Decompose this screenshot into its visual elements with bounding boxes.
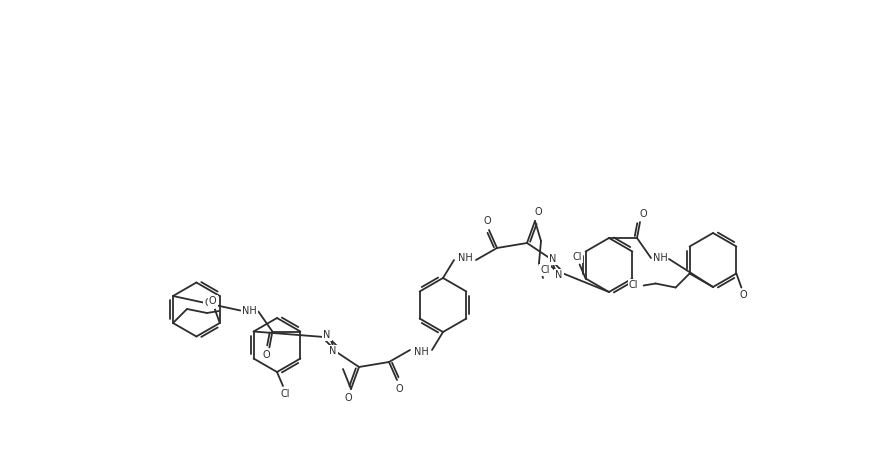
- Text: O: O: [483, 216, 490, 226]
- Text: O: O: [209, 296, 216, 306]
- Text: N: N: [329, 346, 337, 356]
- Text: O: O: [395, 384, 402, 394]
- Text: Cl: Cl: [572, 251, 582, 261]
- Text: Cl: Cl: [540, 265, 549, 275]
- Text: Cl: Cl: [628, 280, 638, 290]
- Text: Cl: Cl: [204, 298, 214, 308]
- Text: NH: NH: [413, 347, 428, 357]
- Text: O: O: [739, 290, 746, 300]
- Text: NH: NH: [242, 307, 256, 317]
- Text: NH: NH: [457, 253, 472, 263]
- Text: O: O: [344, 393, 352, 403]
- Text: Cl: Cl: [280, 389, 290, 399]
- Text: N: N: [555, 270, 562, 280]
- Text: O: O: [639, 209, 646, 219]
- Text: NH: NH: [652, 253, 666, 263]
- Text: O: O: [533, 207, 541, 217]
- Text: N: N: [548, 254, 556, 264]
- Text: N: N: [323, 330, 330, 340]
- Text: O: O: [262, 350, 270, 360]
